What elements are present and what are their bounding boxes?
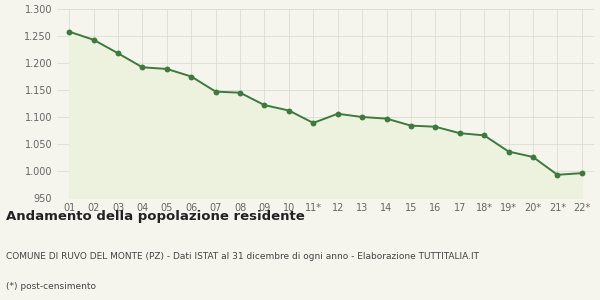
Point bbox=[211, 89, 220, 94]
Point bbox=[64, 29, 74, 34]
Text: Andamento della popolazione residente: Andamento della popolazione residente bbox=[6, 210, 305, 223]
Point bbox=[137, 65, 147, 70]
Point bbox=[577, 171, 587, 176]
Point bbox=[406, 123, 416, 128]
Point bbox=[455, 131, 464, 136]
Point bbox=[89, 38, 98, 42]
Point bbox=[284, 108, 293, 113]
Point bbox=[528, 154, 538, 159]
Point bbox=[113, 51, 123, 56]
Point bbox=[308, 121, 318, 125]
Point bbox=[553, 172, 562, 177]
Point bbox=[333, 111, 343, 116]
Point bbox=[187, 74, 196, 79]
Point bbox=[358, 115, 367, 119]
Point bbox=[235, 90, 245, 95]
Text: (*) post-censimento: (*) post-censimento bbox=[6, 282, 96, 291]
Text: COMUNE DI RUVO DEL MONTE (PZ) - Dati ISTAT al 31 dicembre di ogni anno - Elabora: COMUNE DI RUVO DEL MONTE (PZ) - Dati IST… bbox=[6, 252, 479, 261]
Point bbox=[479, 133, 489, 138]
Point bbox=[431, 124, 440, 129]
Point bbox=[382, 116, 391, 121]
Point bbox=[504, 149, 514, 154]
Point bbox=[162, 67, 172, 71]
Point bbox=[260, 103, 269, 107]
